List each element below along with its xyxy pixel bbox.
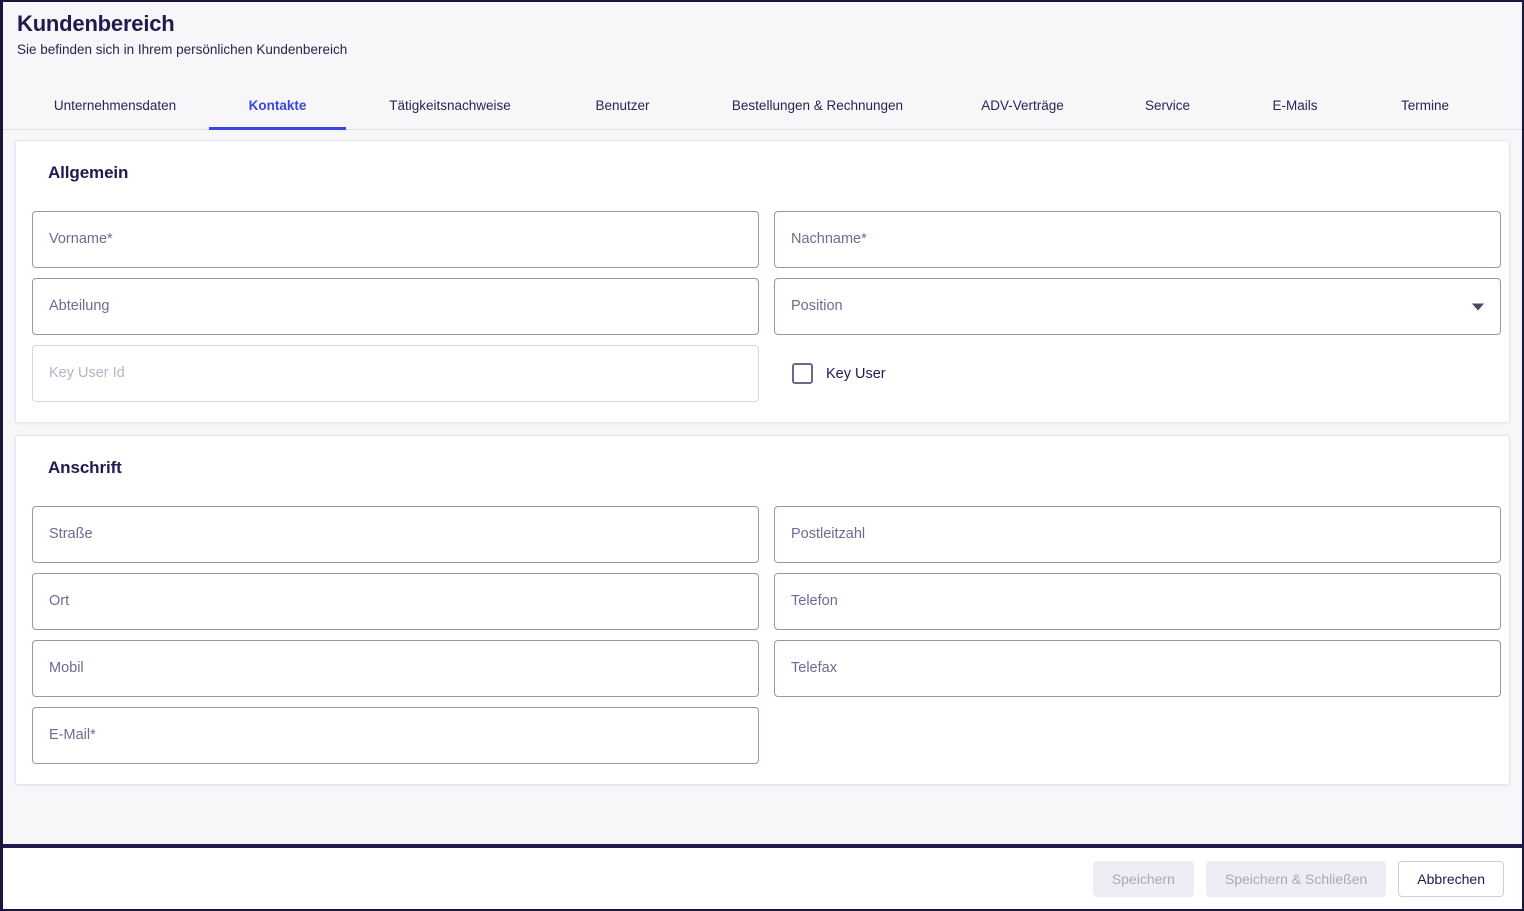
email-input[interactable]: E-Mail* xyxy=(32,707,759,764)
form-row-name: Vorname* Nachname* xyxy=(32,211,1501,268)
email-placeholder: E-Mail* xyxy=(49,727,96,744)
vorname-input[interactable]: Vorname* xyxy=(32,211,759,268)
postleitzahl-placeholder: Postleitzahl xyxy=(791,526,866,543)
tab-benutzer[interactable]: Benutzer xyxy=(595,98,650,113)
abteilung-input[interactable]: Abteilung xyxy=(32,278,759,335)
form-row-ort-telefon: Ort Telefon xyxy=(32,573,1501,630)
ort-placeholder: Ort xyxy=(49,593,70,610)
telefon-input[interactable]: Telefon xyxy=(774,573,1501,630)
strasse-placeholder: Straße xyxy=(49,526,93,543)
tab-bar: Unternehmensdaten Kontakte Tätigkeitsnac… xyxy=(3,82,1522,130)
abteilung-placeholder: Abteilung xyxy=(49,298,110,315)
field-wrapper-telefax: Telefax xyxy=(774,640,1501,697)
telefax-input[interactable]: Telefax xyxy=(774,640,1501,697)
tab-taetigkeitsnachweise[interactable]: Tätigkeitsnachweise xyxy=(389,98,511,113)
field-wrapper-telefon: Telefon xyxy=(774,573,1501,630)
tab-bestellungen-rechnungen[interactable]: Bestellungen & Rechnungen xyxy=(731,98,904,113)
save-button: Speichern xyxy=(1092,860,1194,897)
mobil-input[interactable]: Mobil xyxy=(32,640,759,697)
field-wrapper-position: Position xyxy=(774,278,1501,335)
page-subtitle: Sie befinden sich in Ihrem persönlichen … xyxy=(17,42,348,57)
key-user-checkbox-label[interactable]: Key User xyxy=(826,365,886,382)
page-header: Kundenbereich Sie befinden sich in Ihrem… xyxy=(3,2,1522,60)
postleitzahl-input[interactable]: Postleitzahl xyxy=(774,506,1501,563)
position-select[interactable]: Position xyxy=(774,278,1501,335)
field-wrapper-strasse: Straße xyxy=(32,506,759,563)
field-wrapper-email-spacer xyxy=(774,707,1501,764)
tab-e-mails[interactable]: E-Mails xyxy=(1272,98,1318,113)
field-wrapper-vorname: Vorname* xyxy=(32,211,759,268)
form-row-strasse-plz: Straße Postleitzahl xyxy=(32,506,1501,563)
field-wrapper-abteilung: Abteilung xyxy=(32,278,759,335)
form-row-mobil-telefax: Mobil Telefax xyxy=(32,640,1501,697)
telefax-placeholder: Telefax xyxy=(791,660,837,677)
form-row-email: E-Mail* xyxy=(32,707,1493,764)
mobil-placeholder: Mobil xyxy=(49,660,84,677)
key-user-checkbox-row[interactable]: Key User xyxy=(774,345,1501,402)
field-wrapper-key-user-id: Key User Id xyxy=(32,345,759,402)
form-footer: Speichern Speichern & Schließen Abbreche… xyxy=(3,844,1522,909)
tab-kontakte[interactable]: Kontakte xyxy=(205,82,350,130)
checkbox-icon[interactable] xyxy=(792,363,813,384)
key-user-id-input: Key User Id xyxy=(32,345,759,402)
field-wrapper-ort: Ort xyxy=(32,573,759,630)
tab-adv-vertraege[interactable]: ADV-Verträge xyxy=(981,98,1064,113)
nachname-placeholder: Nachname* xyxy=(791,231,867,248)
save-and-close-button: Speichern & Schließen xyxy=(1205,860,1387,897)
form-row-abteilung-position: Abteilung Position xyxy=(32,278,1501,335)
strasse-input[interactable]: Straße xyxy=(32,506,759,563)
content-area: Allgemein Vorname* Nachname* Abteilung xyxy=(3,130,1522,844)
chevron-down-icon xyxy=(1472,303,1484,310)
field-wrapper-key-user-checkbox: Key User xyxy=(774,345,1501,402)
form-row-key-user: Key User Id Key User xyxy=(32,345,1493,402)
telefon-placeholder: Telefon xyxy=(791,593,838,610)
position-placeholder: Position xyxy=(791,298,843,315)
nachname-input[interactable]: Nachname* xyxy=(774,211,1501,268)
page-title: Kundenbereich xyxy=(17,11,175,36)
vorname-placeholder: Vorname* xyxy=(49,231,113,248)
section-allgemein: Allgemein Vorname* Nachname* Abteilung xyxy=(15,140,1510,423)
section-title-anschrift: Anschrift xyxy=(48,458,122,477)
tab-service[interactable]: Service xyxy=(1144,98,1190,113)
tab-unternehmensdaten[interactable]: Unternehmensdaten xyxy=(53,98,177,113)
key-user-id-placeholder: Key User Id xyxy=(49,365,125,382)
cancel-button[interactable]: Abbrechen xyxy=(1398,860,1504,897)
field-wrapper-mobil: Mobil xyxy=(32,640,759,697)
section-title-allgemein: Allgemein xyxy=(48,163,129,182)
field-wrapper-email: E-Mail* xyxy=(32,707,759,764)
field-wrapper-postleitzahl: Postleitzahl xyxy=(774,506,1501,563)
tab-termine[interactable]: Termine xyxy=(1400,98,1449,113)
section-anschrift: Anschrift Straße Postleitzahl Ort xyxy=(15,435,1510,785)
field-wrapper-nachname: Nachname* xyxy=(774,211,1501,268)
ort-input[interactable]: Ort xyxy=(32,573,759,630)
